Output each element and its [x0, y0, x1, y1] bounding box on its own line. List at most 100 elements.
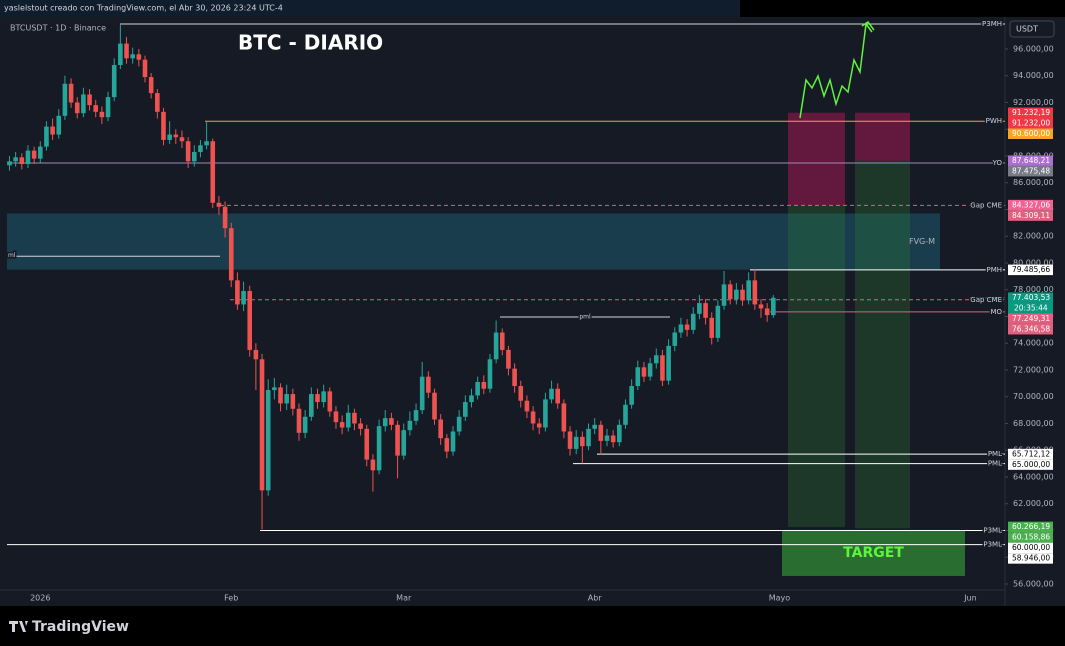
candle-body	[222, 206, 228, 229]
candle-body	[395, 424, 400, 456]
candle-body	[413, 410, 419, 421]
price-tag	[1008, 165, 1053, 177]
candle-body	[253, 349, 259, 360]
candle-body	[419, 376, 425, 411]
y-tick-label: 74.000,00	[1013, 339, 1054, 348]
candle-body	[247, 291, 253, 350]
candle-body	[592, 424, 597, 429]
price-tag-label: 90.600,00	[1012, 129, 1050, 138]
candle-body	[376, 426, 382, 471]
zones: FVG-M TARGET	[7, 112, 965, 576]
candle-body	[321, 391, 326, 403]
y-tick-label: 94.000,00	[1013, 71, 1054, 80]
credit: yaslelstout creado con TradingView.com, …	[4, 4, 283, 13]
profit-zone	[855, 160, 910, 529]
candle-body	[179, 137, 185, 142]
candle-body	[635, 367, 641, 387]
candle-body	[352, 412, 357, 424]
stop-zone	[855, 112, 910, 161]
price-tag-label: 60.000,00	[1012, 543, 1050, 552]
y-tick-label: 82.000,00	[1013, 232, 1054, 241]
candle-body	[463, 402, 468, 417]
price-tag-label: 65.000,00	[1012, 460, 1050, 469]
y-tick-label: 70.000,00	[1013, 392, 1054, 401]
candle-body	[407, 420, 413, 431]
candle-body	[13, 157, 18, 162]
candle-body	[265, 390, 271, 491]
price-tag	[1008, 448, 1053, 460]
y-tick-label: 86.000,00	[1013, 178, 1054, 187]
candle-body	[567, 431, 573, 449]
price-tag	[1008, 107, 1053, 118]
y-tick-label: 96.000,00	[1013, 44, 1054, 53]
currency-box[interactable]	[1009, 20, 1055, 38]
x-tick-label: Abr	[588, 594, 603, 603]
candle-body	[210, 141, 216, 203]
price-tag-label: 76.346,58	[1012, 324, 1050, 333]
stop-zone	[788, 112, 845, 206]
levels: P3MH PWH YO Gap CME PMH Gap CME MO PML PML P3ML P3…	[7, 18, 1005, 550]
candle-body	[296, 408, 302, 433]
candle-body	[124, 43, 129, 59]
level-label: PWH	[986, 117, 1002, 125]
candle-body	[469, 395, 474, 403]
profit-zone	[788, 205, 845, 527]
candle-body	[604, 435, 610, 441]
price-tag	[1008, 264, 1053, 276]
candle-body	[721, 284, 727, 306]
price-tag	[1008, 292, 1053, 314]
candle-body	[493, 332, 499, 360]
candle-body	[727, 284, 733, 300]
candle-body	[555, 388, 561, 404]
candle-body	[697, 303, 702, 314]
zone	[7, 213, 940, 270]
candle-body	[50, 126, 55, 135]
y-tick-label: 56.000,00	[1013, 579, 1054, 588]
candle-body	[56, 115, 62, 135]
candle-body	[740, 289, 745, 301]
candle-body	[715, 305, 721, 338]
y-tick-label: 62.000,00	[1013, 499, 1054, 508]
candle-body	[68, 83, 74, 103]
projection-arrow	[799, 20, 875, 119]
candle-body	[191, 151, 197, 162]
candles	[7, 24, 776, 530]
candle-body	[259, 359, 265, 491]
candle-body	[290, 394, 296, 409]
candle-body	[499, 332, 505, 350]
candle-body	[598, 424, 604, 441]
candle-body	[456, 416, 462, 432]
candle-body	[44, 126, 49, 147]
candle-body	[629, 386, 634, 405]
candle-body	[653, 355, 659, 364]
candle-body	[136, 54, 142, 60]
y-tick-label: 64.000,00	[1013, 472, 1054, 481]
price-tag	[1008, 542, 1053, 554]
candle-body	[512, 368, 517, 387]
candle-body	[327, 391, 333, 412]
level-label: pml	[579, 314, 591, 321]
price-tag-label: 87.475,48	[1012, 166, 1050, 175]
candle-body	[530, 411, 536, 424]
candle-body	[690, 313, 696, 330]
candle-body	[37, 146, 43, 159]
candle-body	[235, 280, 240, 305]
y-tick-label: 78.000,00	[1013, 285, 1054, 294]
price-tag	[1008, 210, 1053, 221]
brand-logo	[9, 621, 28, 632]
candle-body	[74, 102, 80, 114]
candle-body	[401, 430, 407, 456]
candle-body	[506, 349, 511, 369]
candle-body	[734, 289, 739, 300]
price-tag-label: 84.309,11	[1012, 211, 1050, 220]
candle-body	[105, 97, 111, 118]
y-tick-label: 80.000,00	[1013, 258, 1054, 267]
price-tag	[1008, 323, 1053, 335]
candle-body	[450, 431, 456, 452]
price-tag-label: 60.266,19	[1012, 522, 1050, 531]
countdown: 20:35:44	[1014, 303, 1048, 312]
candle-body	[610, 435, 616, 443]
price-tag-label: 91.232,00	[1012, 118, 1050, 127]
price-tag	[1008, 459, 1053, 470]
candle-body	[309, 394, 314, 417]
